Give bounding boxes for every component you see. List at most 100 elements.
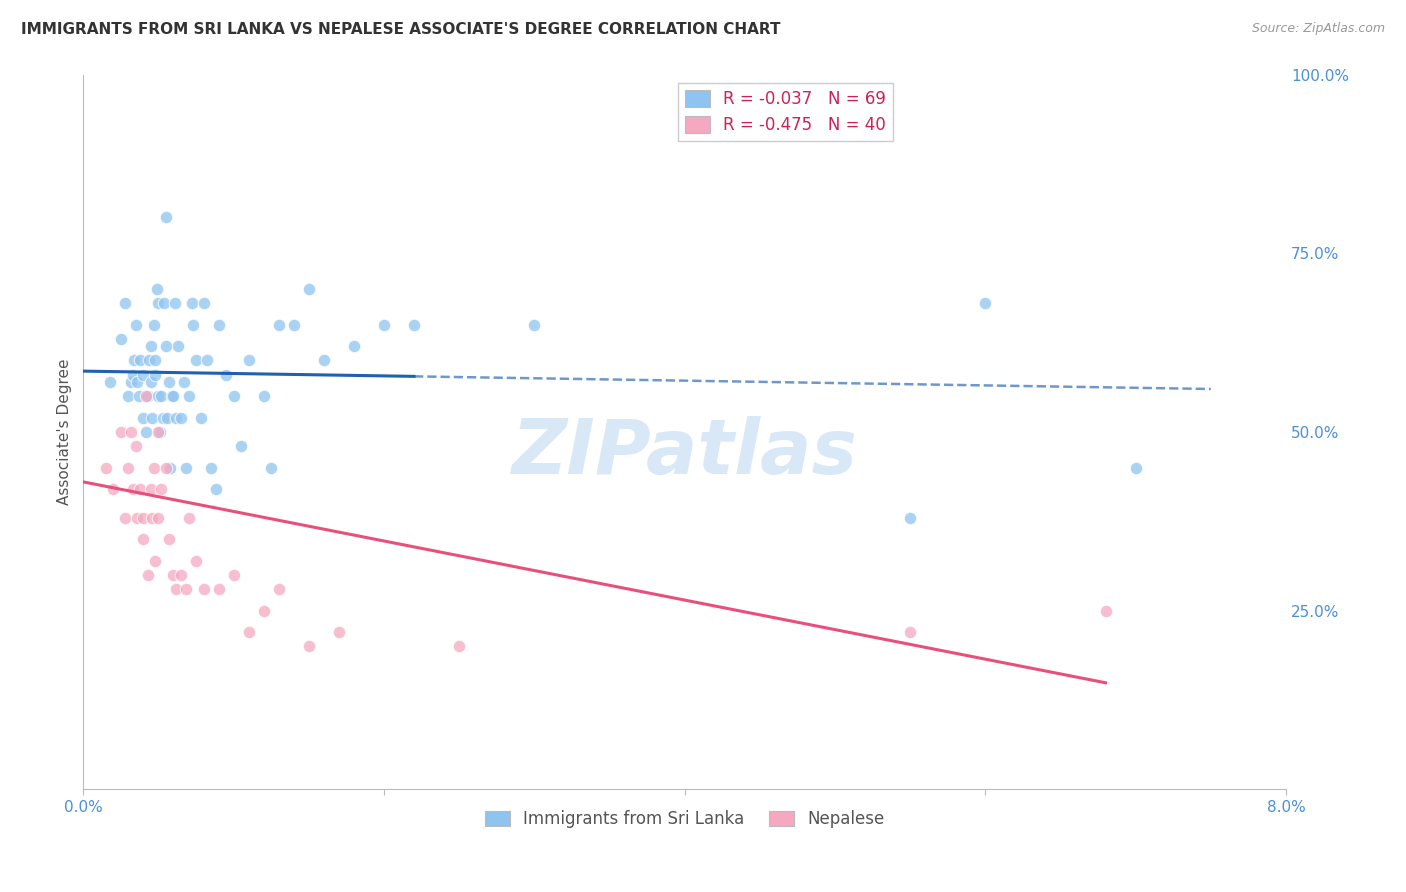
Point bbox=[94, 460, 117, 475]
Point bbox=[253, 389, 276, 403]
Point bbox=[180, 296, 202, 310]
Point bbox=[148, 510, 170, 524]
Point bbox=[120, 425, 142, 439]
Point bbox=[298, 282, 321, 296]
Point bbox=[1125, 460, 1147, 475]
Point bbox=[114, 296, 136, 310]
Point bbox=[127, 375, 149, 389]
Point bbox=[148, 425, 170, 439]
Point bbox=[110, 425, 132, 439]
Point bbox=[253, 603, 276, 617]
Point bbox=[157, 375, 180, 389]
Point bbox=[170, 410, 193, 425]
Point bbox=[898, 625, 921, 640]
Point bbox=[162, 389, 184, 403]
Y-axis label: Associate's Degree: Associate's Degree bbox=[58, 359, 72, 505]
Point bbox=[136, 389, 159, 403]
Point bbox=[142, 318, 165, 332]
Point bbox=[124, 353, 146, 368]
Point bbox=[98, 375, 121, 389]
Point bbox=[145, 368, 167, 382]
Point bbox=[152, 410, 174, 425]
Point bbox=[195, 353, 218, 368]
Point bbox=[166, 582, 188, 596]
Point bbox=[267, 582, 290, 596]
Point bbox=[129, 482, 152, 496]
Point bbox=[238, 625, 260, 640]
Text: IMMIGRANTS FROM SRI LANKA VS NEPALESE ASSOCIATE'S DEGREE CORRELATION CHART: IMMIGRANTS FROM SRI LANKA VS NEPALESE AS… bbox=[21, 22, 780, 37]
Point bbox=[139, 482, 162, 496]
Point bbox=[231, 439, 253, 453]
Point bbox=[155, 460, 177, 475]
Point bbox=[163, 296, 186, 310]
Point bbox=[898, 510, 921, 524]
Point bbox=[141, 410, 163, 425]
Point bbox=[207, 318, 229, 332]
Point bbox=[125, 439, 148, 453]
Point bbox=[146, 282, 169, 296]
Point bbox=[132, 510, 155, 524]
Point bbox=[200, 460, 222, 475]
Point bbox=[103, 482, 125, 496]
Point bbox=[132, 410, 155, 425]
Point bbox=[132, 368, 155, 382]
Point bbox=[145, 553, 167, 567]
Point bbox=[117, 389, 139, 403]
Point bbox=[145, 353, 167, 368]
Point bbox=[149, 425, 172, 439]
Point bbox=[132, 532, 155, 546]
Point bbox=[136, 567, 159, 582]
Point bbox=[177, 510, 200, 524]
Text: Source: ZipAtlas.com: Source: ZipAtlas.com bbox=[1251, 22, 1385, 36]
Point bbox=[402, 318, 425, 332]
Point bbox=[190, 410, 212, 425]
Point bbox=[159, 460, 181, 475]
Point bbox=[207, 582, 229, 596]
Point bbox=[148, 389, 170, 403]
Point bbox=[174, 460, 197, 475]
Point bbox=[974, 296, 997, 310]
Point bbox=[215, 368, 238, 382]
Point bbox=[139, 375, 162, 389]
Point bbox=[193, 296, 215, 310]
Point bbox=[167, 339, 190, 353]
Point bbox=[1094, 603, 1116, 617]
Point bbox=[160, 389, 183, 403]
Point bbox=[204, 482, 226, 496]
Point bbox=[238, 353, 260, 368]
Point bbox=[117, 460, 139, 475]
Point bbox=[155, 339, 177, 353]
Point bbox=[148, 296, 170, 310]
Legend: Immigrants from Sri Lanka, Nepalese: Immigrants from Sri Lanka, Nepalese bbox=[478, 803, 891, 835]
Point bbox=[155, 211, 177, 225]
Text: ZIPatlas: ZIPatlas bbox=[512, 417, 858, 491]
Point bbox=[267, 318, 290, 332]
Point bbox=[181, 318, 204, 332]
Point bbox=[127, 510, 149, 524]
Point bbox=[373, 318, 395, 332]
Point bbox=[125, 318, 148, 332]
Point bbox=[122, 482, 145, 496]
Point bbox=[122, 368, 145, 382]
Point bbox=[222, 389, 245, 403]
Point bbox=[166, 410, 188, 425]
Point bbox=[120, 375, 142, 389]
Point bbox=[523, 318, 546, 332]
Point bbox=[157, 532, 180, 546]
Point bbox=[156, 410, 179, 425]
Point bbox=[312, 353, 335, 368]
Point bbox=[141, 510, 163, 524]
Point bbox=[174, 582, 197, 596]
Point bbox=[298, 640, 321, 654]
Point bbox=[343, 339, 366, 353]
Point bbox=[150, 389, 173, 403]
Point bbox=[150, 482, 173, 496]
Point bbox=[139, 339, 162, 353]
Point bbox=[170, 567, 193, 582]
Point bbox=[193, 582, 215, 596]
Point bbox=[114, 510, 136, 524]
Point bbox=[138, 353, 160, 368]
Point bbox=[184, 553, 207, 567]
Point bbox=[142, 460, 165, 475]
Point bbox=[153, 296, 176, 310]
